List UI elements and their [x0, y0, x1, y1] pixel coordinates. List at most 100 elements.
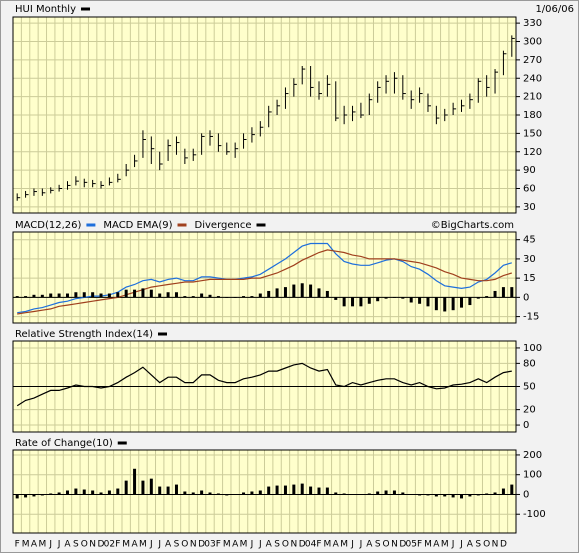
x-tick-label: M	[340, 540, 348, 550]
bar	[409, 494, 413, 495]
bar	[468, 297, 472, 306]
y-tick-label: 180	[523, 110, 542, 121]
bar	[32, 294, 36, 298]
bar	[149, 478, 153, 495]
x-tick-label: J	[57, 540, 61, 550]
bar	[485, 296, 489, 298]
bar	[460, 297, 464, 308]
x-tick-label: O	[81, 540, 88, 550]
x-tick-label: F	[115, 540, 120, 550]
bar	[384, 297, 388, 299]
bar	[200, 490, 204, 495]
bar	[342, 297, 346, 307]
y-tick-label: 60	[523, 184, 536, 195]
bar	[418, 494, 422, 496]
x-tick-label: M	[323, 540, 331, 550]
bar	[325, 290, 329, 298]
bar	[191, 492, 195, 495]
bar	[133, 289, 137, 298]
x-tick-label: M	[441, 540, 449, 550]
bar	[24, 296, 28, 298]
x-tick-label: 03	[204, 540, 215, 550]
x-tick-label: A	[31, 540, 38, 550]
bar	[174, 292, 178, 298]
bar	[158, 486, 162, 495]
y-tick-label: 20	[523, 405, 536, 416]
bar	[401, 492, 405, 495]
x-tick-label: 04	[305, 540, 317, 550]
bar	[133, 468, 137, 495]
x-tick-label: M	[122, 540, 130, 550]
bar	[183, 491, 187, 495]
y-tick-label: 0	[523, 292, 529, 303]
bar	[434, 297, 438, 311]
legend-label: Rate of Change(10)	[15, 438, 113, 449]
bar	[174, 484, 178, 495]
bar	[367, 297, 371, 304]
x-tick-label: M	[240, 540, 248, 550]
bar	[275, 485, 279, 495]
bar	[292, 284, 296, 298]
bar	[141, 288, 145, 298]
bar	[191, 296, 195, 298]
bar	[359, 297, 363, 307]
x-tick-label: F	[15, 540, 20, 550]
x-tick-label: M	[22, 540, 30, 550]
series-line	[17, 249, 512, 315]
date: 1/06/06	[535, 4, 574, 15]
legend-label: HUI Monthly	[15, 4, 76, 15]
bar	[15, 494, 19, 499]
bar	[418, 297, 422, 304]
bar	[501, 287, 505, 298]
y-tick-label: 150	[523, 128, 542, 139]
bar	[401, 297, 405, 299]
x-tick-label: F	[316, 540, 321, 550]
bar	[49, 293, 53, 298]
x-tick-label: S	[375, 540, 381, 550]
x-tick-label: A	[366, 540, 373, 550]
x-tick-label: A	[333, 540, 340, 550]
bar	[351, 494, 355, 495]
bar	[309, 284, 313, 298]
bar	[283, 485, 287, 495]
bar	[124, 289, 128, 298]
x-tick-label: J	[451, 540, 455, 550]
x-tick-label: M	[424, 540, 432, 550]
bar	[65, 293, 69, 298]
bar	[166, 486, 170, 495]
bar	[267, 290, 271, 298]
y-tick-label: 270	[523, 55, 542, 66]
x-tick-label: O	[383, 540, 390, 550]
bar	[300, 483, 304, 495]
x-tick-label: 02	[104, 540, 115, 550]
x-tick-label: D	[198, 540, 205, 550]
x-tick-label: N	[492, 540, 499, 550]
bar	[267, 486, 271, 495]
bar	[309, 486, 313, 495]
bar	[468, 494, 472, 497]
bar	[82, 489, 86, 495]
bar	[250, 491, 254, 495]
x-tick-label: A	[131, 540, 138, 550]
x-tick-label: D	[98, 540, 105, 550]
bar	[359, 494, 363, 495]
bar	[65, 490, 69, 495]
x-tick-label: J	[459, 540, 463, 550]
y-tick-label: 330	[523, 18, 542, 29]
bar	[283, 287, 287, 298]
bar	[183, 296, 187, 298]
bar	[384, 490, 388, 495]
bar	[32, 494, 36, 497]
bar	[451, 494, 455, 498]
x-tick-label: F	[417, 540, 422, 550]
x-tick-label: J	[48, 540, 52, 550]
y-tick-label: 210	[523, 92, 542, 103]
x-tick-label: A	[467, 540, 474, 550]
bar	[82, 292, 86, 298]
y-tick-label: -15	[523, 312, 539, 323]
y-tick-label: 50	[523, 382, 536, 393]
bar	[107, 293, 111, 298]
bar	[334, 297, 338, 300]
bar	[57, 293, 61, 298]
y-tick-label: 300	[523, 37, 542, 48]
